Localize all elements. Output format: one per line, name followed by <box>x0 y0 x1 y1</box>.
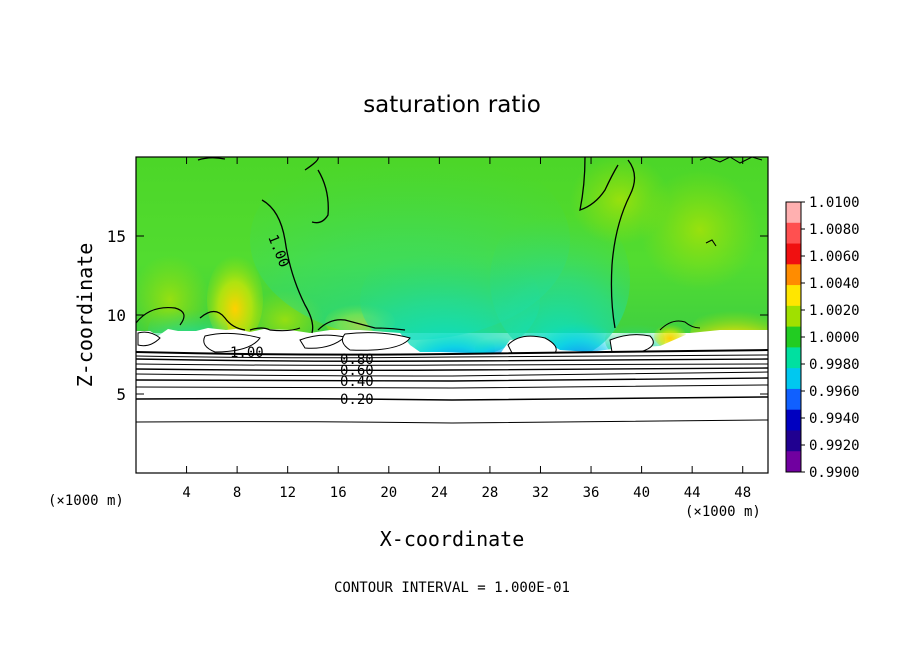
contour-bands <box>136 349 768 424</box>
plot-area <box>136 157 768 473</box>
x-unit-right: (×1000 m) <box>685 504 761 520</box>
contour-label: 0.20 <box>340 392 374 408</box>
y-tick-label: 5 <box>116 385 126 404</box>
cloud-gap <box>203 332 261 353</box>
contour-line <box>136 358 768 362</box>
x-tick-label: 28 <box>481 485 498 501</box>
contour-interval-note: CONTOUR INTERVAL = 1.000E-01 <box>334 580 570 596</box>
colorbar-label: 1.0020 <box>809 303 860 319</box>
x-tick-label: 32 <box>532 485 549 501</box>
colorbar-swatch <box>786 430 801 452</box>
colorbar: 1.0100 1.0080 1.0060 1.0040 1.0020 1.0000 0.99… <box>785 195 860 481</box>
cloud-gap <box>609 334 654 353</box>
colorbar-label: 1.0000 <box>809 330 860 346</box>
colorbar-swatch <box>786 285 801 307</box>
x-tick-label: 48 <box>734 485 751 501</box>
colorbar-label: 1.0100 <box>809 195 860 211</box>
contour-1-00 <box>197 157 329 334</box>
x-tick-label: 4 <box>182 485 190 501</box>
contour-label: 0.40 <box>340 374 374 390</box>
x-tick-label: 12 <box>279 485 296 501</box>
contour-line <box>136 354 768 359</box>
x-tick-label: 8 <box>233 485 241 501</box>
contour-line <box>136 384 768 389</box>
x-tick-label: 20 <box>380 485 397 501</box>
y-axis-label: Z-coordinate <box>73 243 97 388</box>
colorbar-swatch <box>786 409 801 431</box>
colorbar-swatch <box>786 326 801 348</box>
contour-line <box>136 396 768 401</box>
x-axis-label: X-coordinate <box>380 527 525 551</box>
contour-1-00 <box>659 239 717 331</box>
x-tick-label: 36 <box>583 485 600 501</box>
colorbar-swatch <box>786 202 801 224</box>
contour-line <box>136 363 768 366</box>
colorbar-swatch <box>786 222 801 245</box>
colorbar-label: 0.9920 <box>809 438 860 454</box>
x-axis: 4 8 12 16 20 24 28 32 36 40 44 48 <box>182 157 751 501</box>
contour-1-00 <box>136 306 406 332</box>
contour-line <box>136 367 768 372</box>
colorbar-label: 1.0040 <box>809 276 860 292</box>
colorbar-label: 0.9960 <box>809 384 860 400</box>
colorbar-label: 0.9980 <box>809 357 860 373</box>
cloud-gap <box>341 332 411 351</box>
contour-label: 1.00 <box>230 345 264 361</box>
colorbar-swatch <box>786 388 801 411</box>
x-tick-label: 40 <box>633 485 650 501</box>
colorbar-swatch <box>786 264 801 286</box>
cloud-gap <box>137 331 161 347</box>
chart-title: saturation ratio <box>363 92 541 118</box>
contour-line <box>136 419 768 424</box>
y-axis: 5 10 15 <box>107 227 768 404</box>
colorbar-label: 0.9940 <box>809 411 860 427</box>
contour-line <box>136 371 768 377</box>
colorbar-swatch <box>786 451 801 473</box>
contour-1-00 <box>579 157 636 329</box>
contour-label: 0.60 <box>340 363 374 379</box>
x-tick-label: 16 <box>330 485 347 501</box>
x-unit-left: (×1000 m) <box>48 493 124 509</box>
colorbar-label: 0.9900 <box>809 465 860 481</box>
contour-label: 0.80 <box>340 352 374 368</box>
x-tick-label: 24 <box>431 485 448 501</box>
colorbar-swatch <box>786 243 801 265</box>
colorbar-label: 1.0080 <box>809 222 860 238</box>
field-blob <box>640 170 760 290</box>
colorbar-swatch <box>786 368 801 390</box>
contour-line <box>136 377 768 382</box>
colorbar-swatch <box>786 305 801 328</box>
colorbar-swatch <box>786 347 801 369</box>
x-tick-label: 44 <box>684 485 701 501</box>
y-tick-label: 15 <box>107 227 126 246</box>
y-tick-label: 10 <box>107 306 126 325</box>
contour-line <box>136 349 768 356</box>
colorbar-label: 1.0060 <box>809 249 860 265</box>
